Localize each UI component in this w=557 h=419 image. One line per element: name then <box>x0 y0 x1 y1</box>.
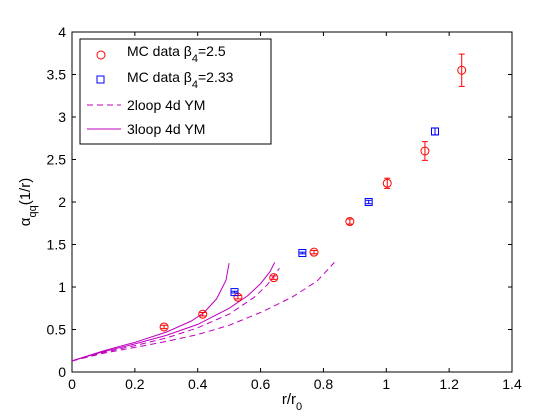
x-tick-label: 0 <box>68 376 76 392</box>
data-points <box>159 53 467 332</box>
y-tick-label: 0.5 <box>47 322 67 338</box>
model-curves <box>71 262 335 362</box>
data-point-circle <box>345 217 355 227</box>
y-tick-label: 0 <box>58 364 66 380</box>
y-tick-label: 3.5 <box>47 67 67 83</box>
data-point-circle <box>420 146 430 156</box>
data-point-circle <box>198 309 208 319</box>
y-tick-label: 1 <box>58 279 66 295</box>
legend-item-2loop: 2loop 4d YM <box>87 97 205 113</box>
curve-2loop <box>71 262 335 362</box>
legend-label: MC data β4=2.33 <box>127 69 234 91</box>
data-point-circle <box>159 322 169 332</box>
x-tick-label: 0.4 <box>188 376 208 392</box>
x-tick-label: 0.2 <box>125 376 145 392</box>
data-point-circle <box>269 273 279 283</box>
legend-circle-marker <box>96 50 106 60</box>
legend-square-marker <box>96 75 105 84</box>
y-tick-label: 2.5 <box>47 152 67 168</box>
data-point-circle <box>309 247 319 257</box>
data-point-square <box>431 127 439 136</box>
y-axis-label: αqq(1/r) <box>17 178 39 226</box>
x-axis-label: r/r0 <box>282 391 302 413</box>
curve-3loop <box>71 263 230 362</box>
data-point-square <box>364 198 373 206</box>
x-tick-label: 1 <box>382 376 390 392</box>
data-point-circle <box>457 65 467 75</box>
y-tick-label: 1.5 <box>47 237 67 253</box>
data-point-square <box>230 288 239 297</box>
legend-item-mc-2-33: MC data β4=2.33 <box>96 69 234 91</box>
y-tick-label: 2 <box>58 194 66 210</box>
x-tick-label: 1.4 <box>502 376 522 392</box>
curve-2loop <box>71 268 280 362</box>
data-point-square <box>298 249 307 257</box>
legend: MC data β4=2.5 MC data β4=2.33 2loop 4d … <box>79 38 272 145</box>
x-tick-label: 1.2 <box>439 376 459 392</box>
x-tick-label: 0.8 <box>314 376 334 392</box>
axis-ticks: 0 0.2 0.4 0.6 0.8 1 1.2 1.4 0 0.5 1 1.5 2 2.5 3 3.5 4 <box>47 24 522 392</box>
y-tick-label: 4 <box>58 24 66 40</box>
x-tick-label: 0.6 <box>251 376 271 392</box>
legend-label: MC data β4=2.5 <box>127 43 226 65</box>
legend-box <box>79 38 272 145</box>
y-tick-label: 3 <box>58 109 66 125</box>
legend-label: 2loop 4d YM <box>127 97 205 113</box>
legend-item-3loop: 3loop 4d YM <box>87 121 205 137</box>
legend-item-mc-2-5: MC data β4=2.5 <box>96 43 226 65</box>
curve-3loop <box>71 262 276 362</box>
legend-label: 3loop 4d YM <box>127 121 205 137</box>
data-point-circle <box>382 178 392 188</box>
